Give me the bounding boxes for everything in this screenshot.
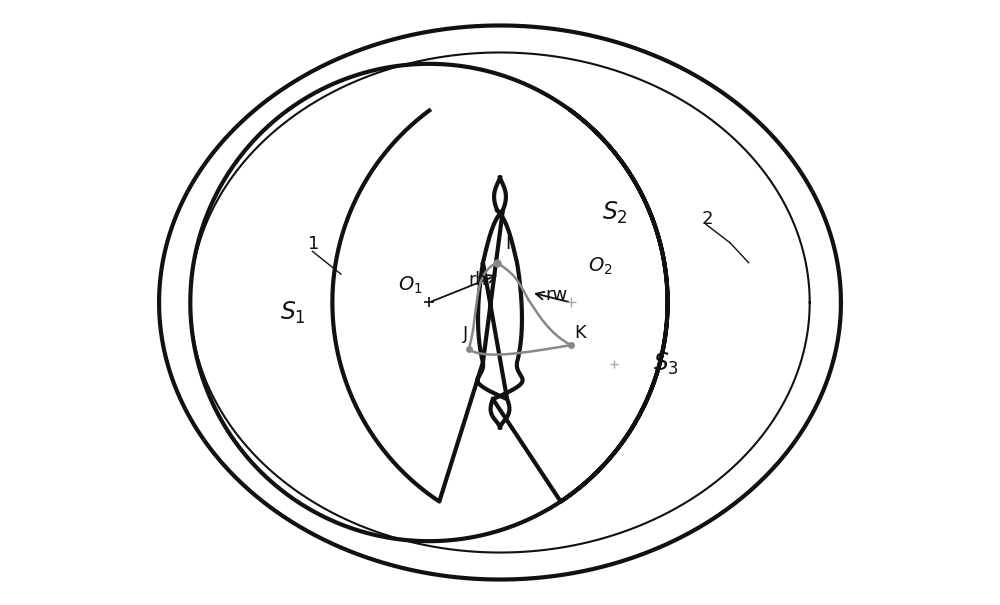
Text: 2: 2 <box>702 211 713 228</box>
Text: $\mathit{O}_2$: $\mathit{O}_2$ <box>588 255 613 276</box>
Text: $\mathit{S}_3$: $\mathit{S}_3$ <box>653 351 680 377</box>
Text: $\mathit{O}_1$: $\mathit{O}_1$ <box>398 275 422 296</box>
Text: $\mathit{S}_2$: $\mathit{S}_2$ <box>602 200 628 226</box>
Text: K: K <box>574 324 586 342</box>
Text: 1: 1 <box>308 235 320 252</box>
Text: $\mathit{S}_1$: $\mathit{S}_1$ <box>280 299 306 325</box>
Text: I: I <box>506 235 511 252</box>
Text: rw: rw <box>545 286 568 304</box>
Text: rh: rh <box>469 272 487 289</box>
Text: J: J <box>463 325 468 344</box>
